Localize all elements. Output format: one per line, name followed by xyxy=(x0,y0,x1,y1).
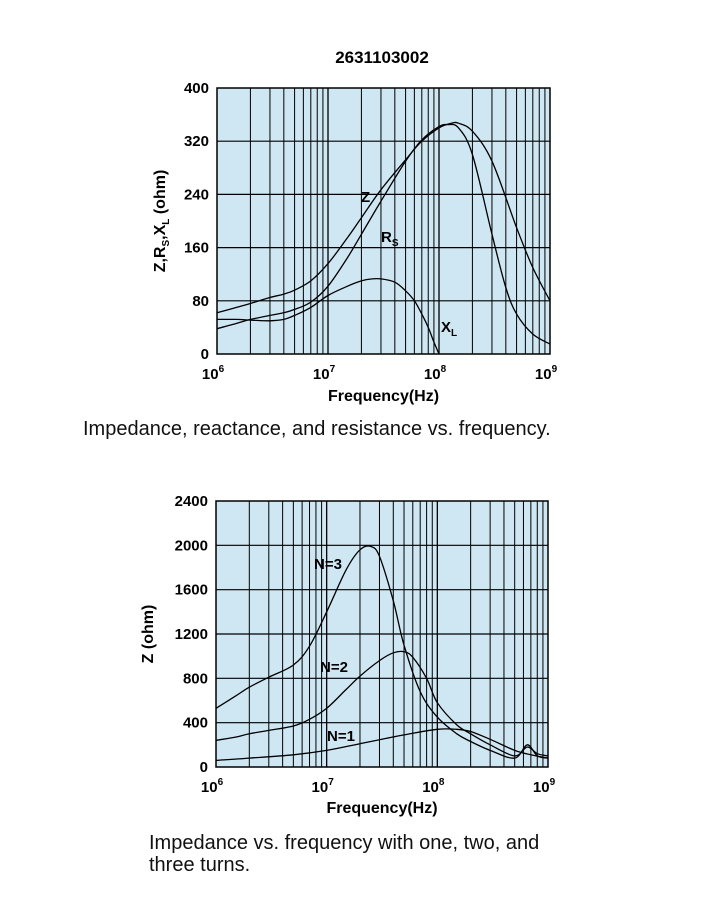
chart1-y-tick-label: 320 xyxy=(184,133,209,150)
chart1-y-tick-label: 80 xyxy=(192,293,209,310)
x-tick-base: 10 xyxy=(313,366,330,383)
chart1-x-tick-label: 107 xyxy=(313,364,336,383)
chart1-series-label-rs: RS xyxy=(381,229,399,249)
x-tick-exponent: 9 xyxy=(552,364,558,375)
chart2-y-tick-label: 2400 xyxy=(175,493,208,510)
chart2-series-line-n-1 xyxy=(215,728,549,762)
chart1-y-tick-label: 0 xyxy=(201,346,209,363)
x-tick-base: 10 xyxy=(422,779,439,796)
chart1-title: 2631103002 xyxy=(335,48,429,67)
chart1-series-label-xl: XL xyxy=(441,319,457,339)
chart1-plot-area xyxy=(217,88,550,354)
x-tick-base: 10 xyxy=(424,366,441,383)
chart1-plot-frame xyxy=(216,87,551,355)
chart1-x-axis-title: Frequency(Hz) xyxy=(328,388,439,405)
x-tick-exponent: 8 xyxy=(439,777,445,788)
x-tick-base: 10 xyxy=(535,366,552,383)
chart2-series-line-n-2 xyxy=(215,650,549,757)
chart2-series-label-n-2: N=2 xyxy=(320,659,348,676)
chart2-series-label-n-1: N=1 xyxy=(327,728,355,745)
series-label-subscript: S xyxy=(392,238,399,249)
chart2-y-tick-label: 1600 xyxy=(175,582,208,599)
chart2-y-tick-label: 400 xyxy=(183,715,208,732)
chart1-y-axis-title: Z,RS,XL (ohm) xyxy=(152,170,172,273)
chart1-series-line-rs xyxy=(216,123,551,345)
x-tick-exponent: 8 xyxy=(441,364,447,375)
chart1-y-tick-label: 400 xyxy=(184,80,209,97)
x-tick-exponent: 7 xyxy=(330,364,336,375)
chart1-y-tick-label: 160 xyxy=(184,240,209,257)
series-label-text: N=3 xyxy=(314,556,342,573)
caption-chart-1: Impedance, reactance, and resistance vs.… xyxy=(83,418,551,440)
chart2-y-tick-label: 0 xyxy=(200,759,208,776)
chart1-x-tick-label: 108 xyxy=(424,364,447,383)
y-axis-title-part: ,X xyxy=(152,224,169,239)
chart1-x-tick-label: 109 xyxy=(535,364,558,383)
series-label-text: N=2 xyxy=(320,659,348,676)
chart2-x-axis-title: Frequency(Hz) xyxy=(326,800,437,817)
y-axis-title-subscript: S xyxy=(161,240,172,247)
x-tick-base: 10 xyxy=(202,366,219,383)
series-label-subscript: L xyxy=(451,328,457,339)
y-axis-title-part: Z,R xyxy=(152,246,169,272)
chart2-plot-frame xyxy=(215,500,549,768)
x-tick-exponent: 6 xyxy=(218,777,224,788)
x-tick-exponent: 7 xyxy=(328,777,334,788)
series-label-text: N=1 xyxy=(327,728,355,745)
chart2-y-tick-label: 2000 xyxy=(175,537,208,554)
chart1-series-label-z: Z xyxy=(361,189,370,206)
chart1-series-line-xl xyxy=(216,277,440,355)
chart2-series-line-n-3 xyxy=(215,545,549,759)
chart2-x-tick-label: 108 xyxy=(422,777,445,796)
x-tick-base: 10 xyxy=(312,779,329,796)
chart1-x-tick-label: 106 xyxy=(202,364,225,383)
y-axis-title-part: (ohm) xyxy=(152,170,169,219)
x-tick-exponent: 9 xyxy=(550,777,556,788)
x-tick-base: 10 xyxy=(201,779,218,796)
chart1-series-line-z xyxy=(216,121,551,314)
x-tick-base: 10 xyxy=(533,779,550,796)
chart2-y-tick-label: 800 xyxy=(183,670,208,687)
x-tick-exponent: 6 xyxy=(219,364,225,375)
chart2-series-label-n-3: N=3 xyxy=(314,556,342,573)
y-axis-title-subscript: L xyxy=(161,219,172,225)
chart1-y-tick-label: 240 xyxy=(184,186,209,203)
caption-chart-2: Impedance vs. frequency with one, two, a… xyxy=(149,832,619,876)
series-label-text: X xyxy=(441,319,451,336)
chart2-y-tick-label: 1200 xyxy=(175,626,208,643)
caption-chart-2-line-2: three turns. xyxy=(149,854,251,876)
chart2-x-tick-label: 106 xyxy=(201,777,224,796)
caption-chart-2-line-1: Impedance vs. frequency with one, two, a… xyxy=(149,832,540,854)
series-label-text: Z xyxy=(361,189,370,206)
chart2-y-axis-title: Z (ohm) xyxy=(140,605,157,664)
chart2-x-tick-label: 109 xyxy=(533,777,556,796)
series-label-text: R xyxy=(381,229,392,246)
chart2-x-tick-label: 107 xyxy=(312,777,335,796)
